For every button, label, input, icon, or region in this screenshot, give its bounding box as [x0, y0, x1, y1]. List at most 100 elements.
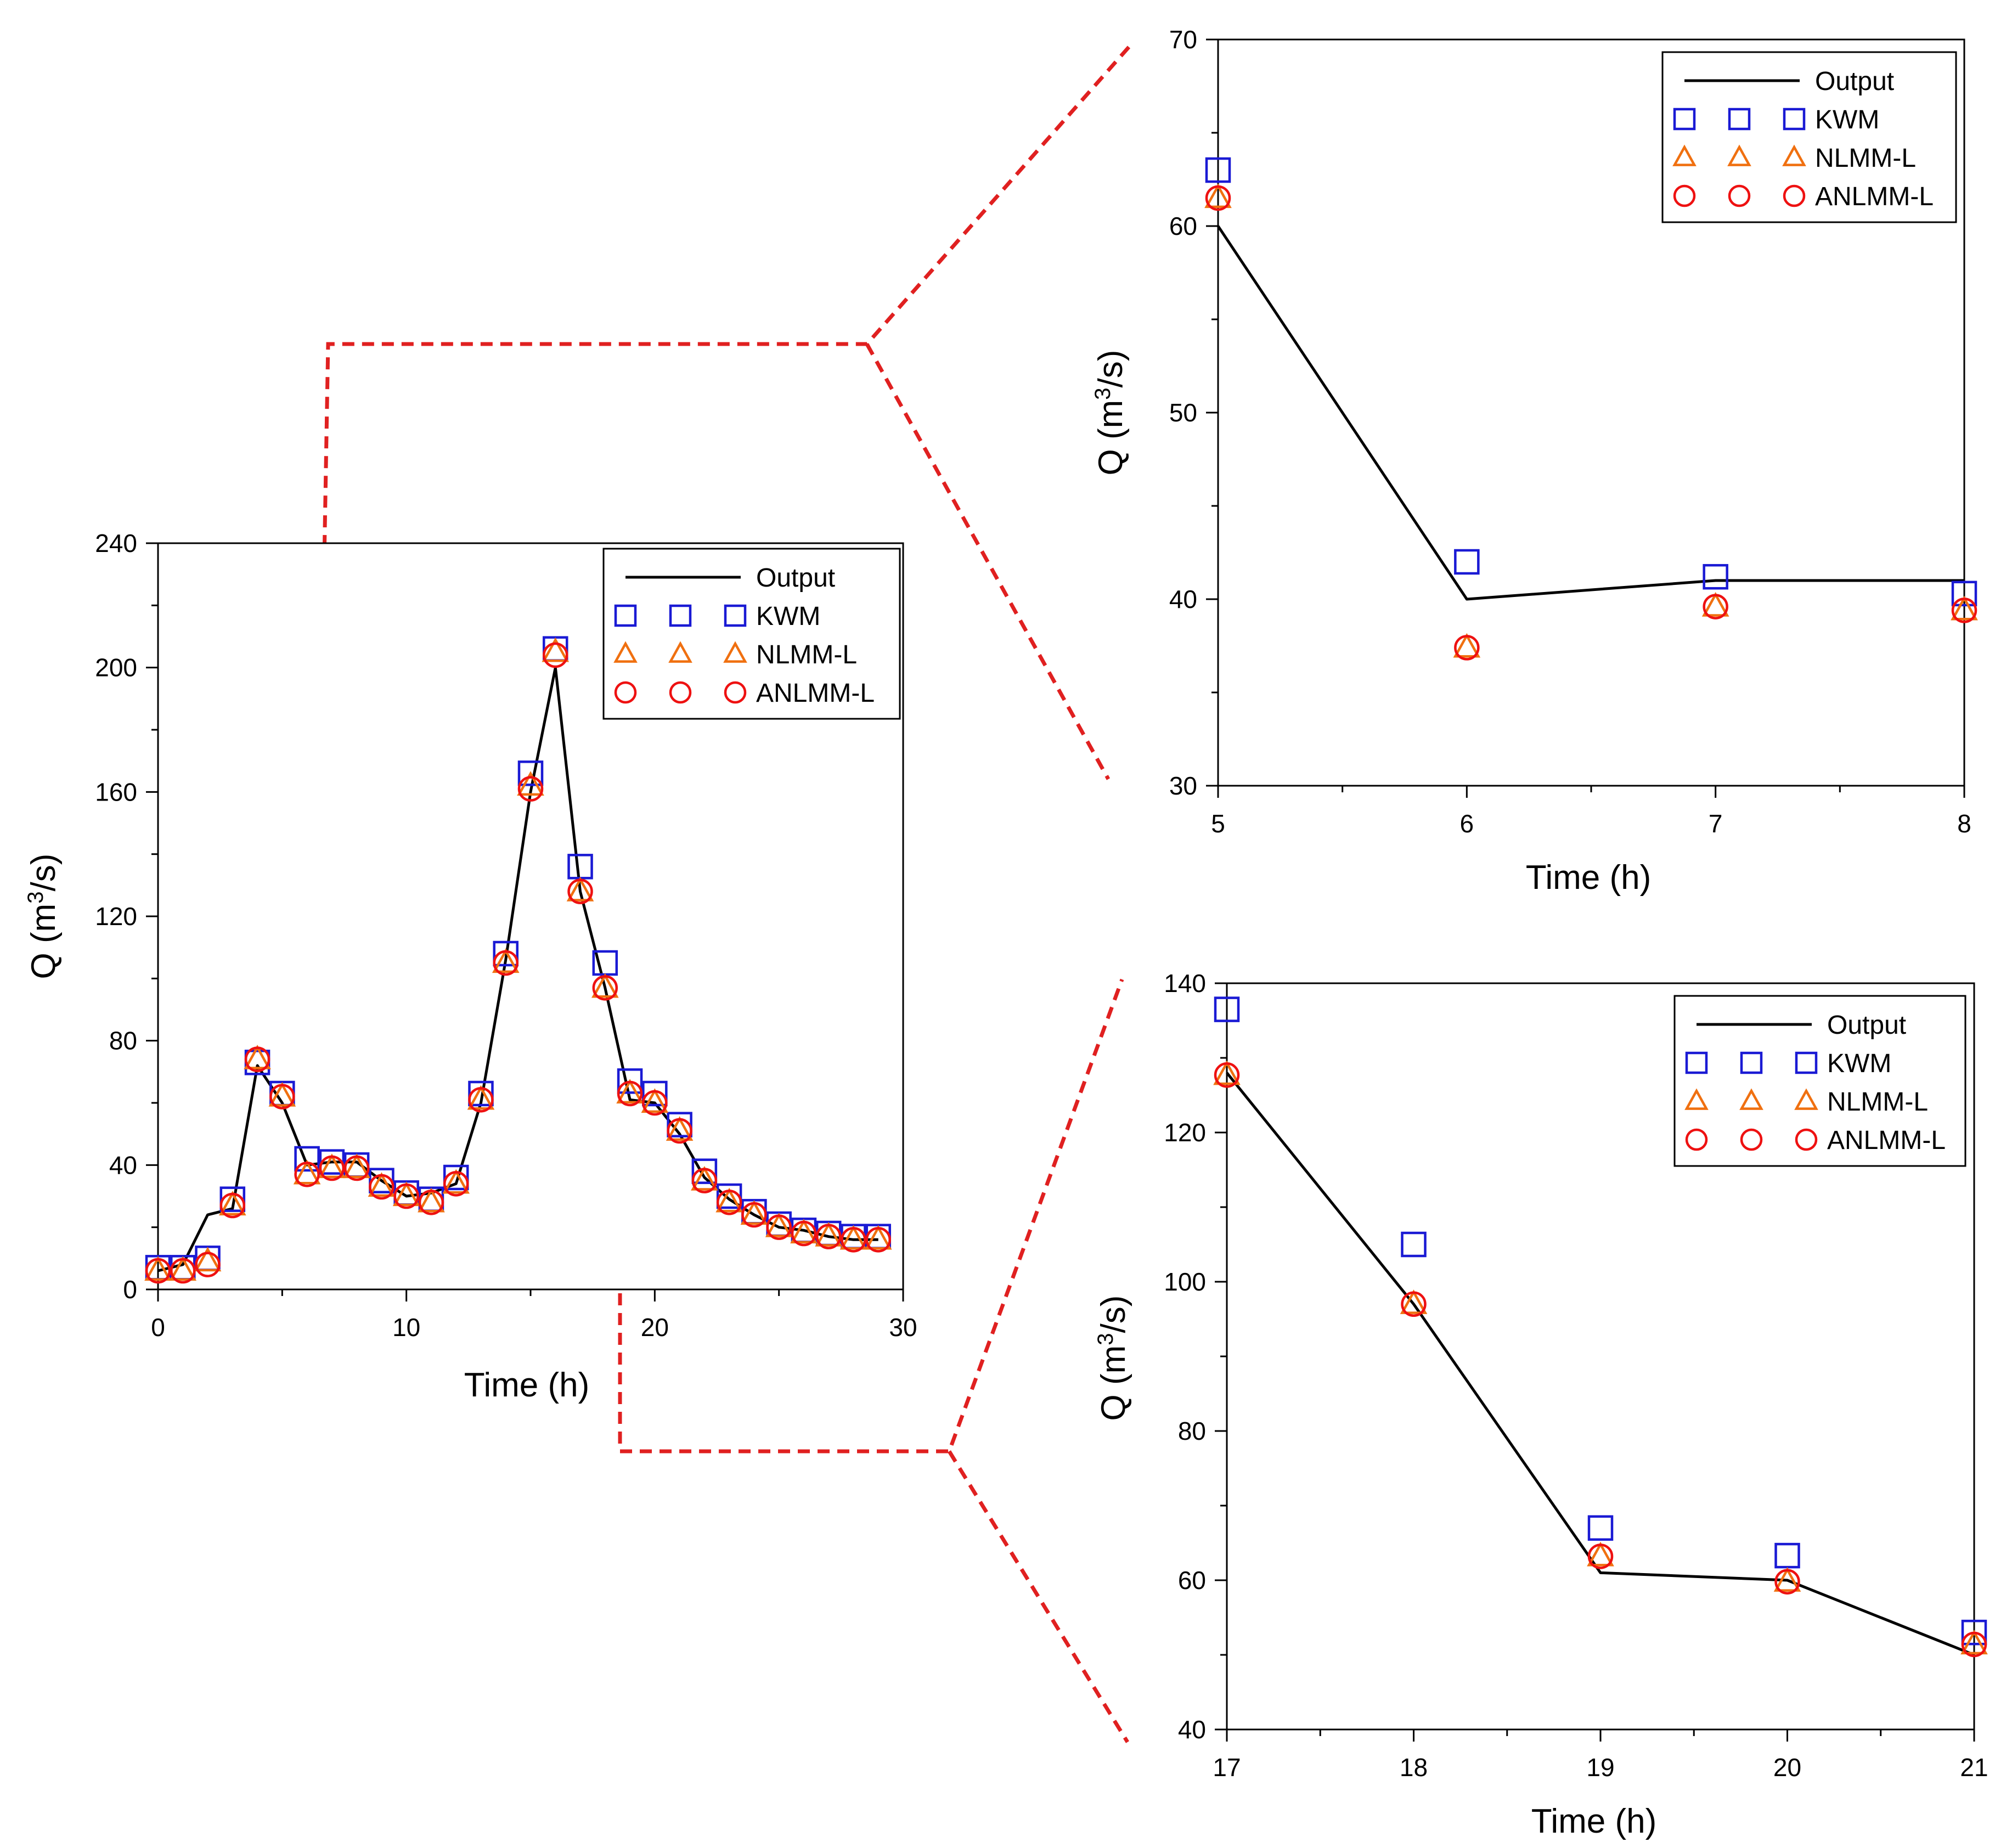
x-tick-label: 21 — [1960, 1753, 1988, 1782]
data-point-anlmm-l — [1454, 635, 1480, 661]
y-axis-title-superscript: 3 — [1091, 387, 1115, 399]
x-tick-label: 30 — [889, 1313, 917, 1342]
legend-label-kwm: KWM — [1815, 105, 1879, 134]
data-point-nlmm-l — [839, 1225, 867, 1250]
data-point-nlmm-l — [467, 1085, 495, 1110]
data-point-kwm — [493, 940, 519, 967]
data-point-nlmm-l — [194, 1247, 222, 1272]
data-point-anlmm-l — [617, 1080, 643, 1107]
data-point-nlmm-l — [418, 1187, 445, 1213]
x-axis-title: Time (h) — [1531, 1802, 1656, 1840]
legend-marker-kwm — [1795, 1051, 1818, 1074]
data-point-anlmm-l — [1214, 1062, 1240, 1088]
legend-label-output: Output — [756, 564, 835, 593]
data-point-anlmm-l — [716, 1190, 742, 1215]
x-tick-label: 20 — [1773, 1753, 1801, 1782]
data-point-nlmm-l — [815, 1221, 843, 1247]
y-axis-title: Q (m3/s) — [24, 854, 63, 979]
data-point-kwm — [1454, 549, 1480, 575]
y-tick-label: 60 — [1169, 212, 1197, 240]
data-point-nlmm-l — [666, 1116, 694, 1141]
data-point-nlmm-l — [591, 973, 619, 998]
data-point-anlmm-l — [369, 1174, 395, 1200]
data-point-anlmm-l — [269, 1084, 295, 1109]
data-point-anlmm-l — [443, 1171, 469, 1197]
data-point-anlmm-l — [1703, 594, 1728, 619]
legend-label-kwm: KWM — [756, 602, 820, 631]
data-point-kwm — [294, 1146, 320, 1172]
data-point-nlmm-l — [1453, 633, 1481, 658]
legend-marker-anlmm-l — [1685, 1128, 1708, 1151]
legend-marker-nlmm-l — [1739, 1088, 1763, 1110]
data-point-kwm — [667, 1112, 692, 1137]
y-tick-label: 140 — [1164, 969, 1206, 998]
legend-marker-nlmm-l — [1794, 1088, 1818, 1110]
legend-marker-kwm — [1728, 108, 1751, 131]
data-point-anlmm-l — [170, 1258, 196, 1284]
data-point-anlmm-l — [741, 1202, 767, 1228]
data-point-nlmm-l — [641, 1088, 669, 1113]
y-axis-title: Q (m3/s) — [1094, 1295, 1132, 1421]
data-point-kwm — [1214, 996, 1240, 1022]
data-point-anlmm-l — [219, 1192, 246, 1219]
x-tick-label: 19 — [1586, 1753, 1614, 1782]
y-tick-label: 200 — [95, 653, 137, 682]
x-tick-label: 8 — [1957, 809, 1971, 838]
legend-marker-kwm — [1740, 1051, 1763, 1074]
legend-label-anlmm-l: ANLMM-L — [1815, 182, 1934, 211]
legend-marker-kwm — [1783, 108, 1806, 131]
data-point-anlmm-l — [1401, 1291, 1427, 1317]
callout-connector-bottom — [618, 978, 1124, 1453]
data-point-nlmm-l — [765, 1212, 793, 1237]
legend-marker-nlmm-l — [668, 641, 692, 663]
y-tick-label: 80 — [109, 1027, 137, 1055]
y-tick-label: 40 — [1169, 585, 1197, 613]
y-tick-label: 120 — [1164, 1118, 1206, 1147]
legend-label-output: Output — [1815, 67, 1894, 96]
y-tick-label: 30 — [1169, 771, 1197, 800]
callout-connector-bottom-lower — [948, 1450, 1129, 1743]
y-tick-label: 160 — [95, 777, 137, 806]
data-point-kwm — [369, 1168, 395, 1193]
data-point-nlmm-l — [1400, 1289, 1428, 1314]
data-point-anlmm-l — [1774, 1569, 1800, 1595]
data-point-kwm — [716, 1183, 742, 1209]
x-tick-label: 7 — [1709, 809, 1723, 838]
data-point-anlmm-l — [343, 1155, 370, 1181]
data-point-nlmm-l — [442, 1169, 470, 1194]
main-chart: 0 10 20 30 0 40 80 120 160 200 240 Time (h) Q (m3/s)… — [24, 529, 917, 1404]
y-tick-label: 40 — [109, 1151, 137, 1179]
legend-marker-anlmm-l — [1673, 184, 1696, 207]
y-axis-title-suffix: /s) — [1095, 1295, 1132, 1333]
data-point-nlmm-l — [715, 1187, 743, 1213]
data-point-nlmm-l — [790, 1219, 818, 1244]
y-axis-title-prefix: Q (m — [1095, 1345, 1132, 1421]
data-point-anlmm-l — [468, 1087, 494, 1113]
data-point-nlmm-l — [169, 1256, 197, 1281]
y-axis-title-prefix: Q (m — [1092, 400, 1130, 476]
legend-marker-anlmm-l — [669, 681, 692, 704]
y-tick-label: 240 — [95, 529, 137, 557]
data-point-anlmm-l — [1587, 1543, 1614, 1569]
data-point-kwm — [691, 1158, 718, 1184]
data-point-anlmm-l — [841, 1227, 866, 1253]
x-tick-label: 5 — [1211, 809, 1225, 838]
data-point-kwm — [1587, 1515, 1614, 1541]
legend-label-anlmm-l: ANLMM-L — [1827, 1126, 1946, 1155]
data-point-nlmm-l — [740, 1200, 768, 1225]
data-point-nlmm-l — [318, 1153, 346, 1179]
legend: Output KWM NLMM-L ANLMM-L — [602, 548, 901, 720]
data-point-anlmm-l — [1951, 598, 1977, 623]
legend-box — [1661, 51, 1957, 223]
legend: Output KWM NLMM-L ANLMM-L — [1673, 995, 1966, 1167]
y-tick-label: 40 — [1178, 1715, 1206, 1744]
data-point-nlmm-l — [1951, 595, 1978, 621]
data-point-nlmm-l — [293, 1159, 321, 1185]
data-point-nlmm-l — [517, 771, 544, 796]
callout-connector-top — [315, 45, 1131, 962]
legend-marker-anlmm-l — [614, 681, 637, 704]
y-tick-label: 80 — [1178, 1417, 1206, 1445]
data-point-nlmm-l — [343, 1153, 370, 1179]
zoom-chart-bottom: 17 18 19 20 21 40 60 80 100 120 140 Time (h) Q (m3/s… — [1094, 969, 1988, 1840]
